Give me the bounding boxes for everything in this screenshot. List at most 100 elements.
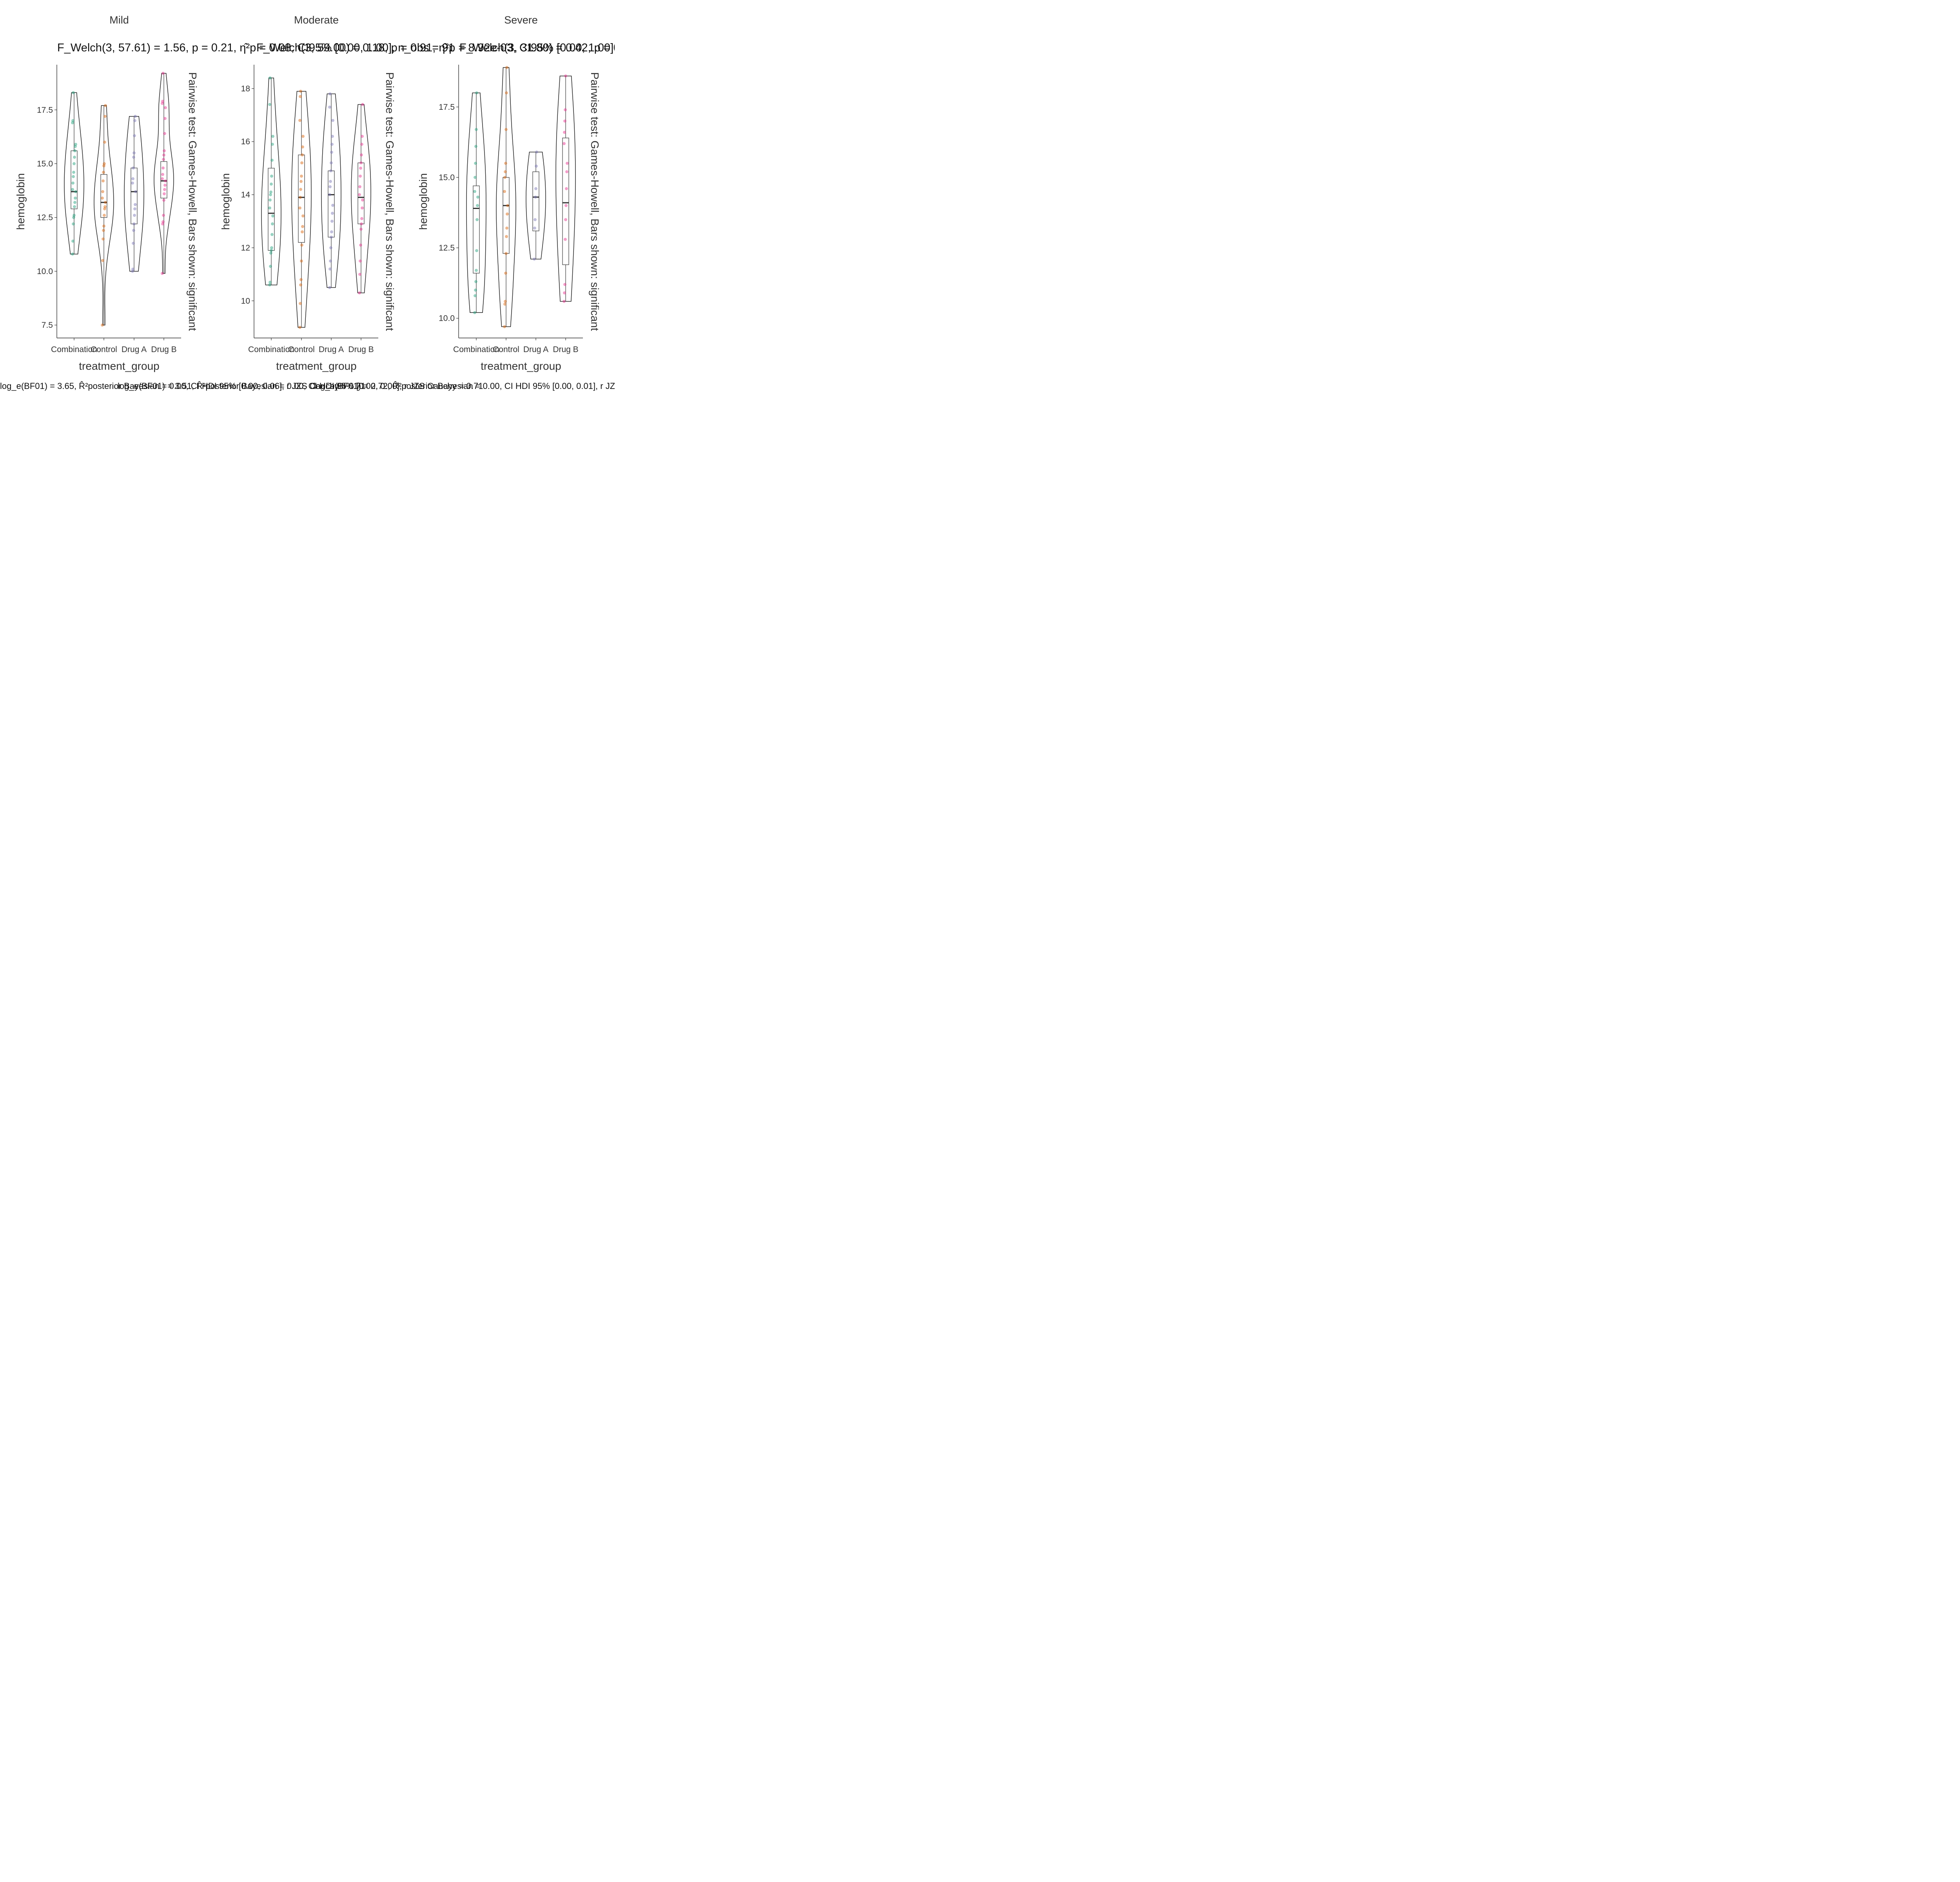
data-point	[328, 267, 332, 271]
y-tick-label: 12.5	[439, 243, 455, 253]
data-point	[473, 311, 476, 314]
data-point	[133, 207, 136, 211]
data-point	[330, 235, 333, 239]
data-point	[330, 161, 333, 165]
data-point	[504, 271, 507, 275]
data-point	[565, 187, 568, 191]
data-point	[271, 134, 274, 138]
data-point	[503, 176, 506, 179]
data-point	[72, 171, 75, 174]
data-point	[102, 171, 105, 174]
data-point	[101, 196, 104, 200]
data-point	[133, 214, 136, 217]
data-point	[134, 114, 137, 118]
data-point	[328, 286, 331, 289]
violin-outline	[496, 67, 516, 327]
data-point	[131, 269, 134, 273]
violin-outline	[555, 75, 576, 302]
box-iqr	[160, 161, 167, 198]
data-point	[474, 294, 477, 298]
data-point	[301, 145, 304, 149]
welch-anova-result: F_Welch(3, 57.61) = 1.56, p = 0.21, η̂²p…	[57, 42, 455, 54]
data-point	[533, 257, 536, 261]
data-point	[360, 222, 363, 225]
data-point	[134, 190, 137, 193]
data-point	[474, 176, 477, 179]
data-point	[563, 131, 566, 134]
box-iqr	[71, 150, 78, 209]
data-point	[474, 288, 477, 292]
data-point	[270, 249, 273, 252]
data-point	[300, 259, 303, 263]
data-point	[270, 246, 273, 249]
x-tick-label: Combination	[453, 345, 499, 354]
data-point	[505, 252, 508, 255]
x-axis-title: treatment_group	[79, 360, 159, 372]
data-point	[102, 164, 105, 167]
violin-group-drug-b	[351, 103, 371, 294]
data-point	[503, 190, 506, 193]
data-point	[74, 196, 77, 200]
data-point	[132, 229, 135, 232]
data-point	[504, 162, 507, 165]
data-point	[104, 104, 107, 107]
data-point	[161, 272, 164, 275]
y-tick-label: 12.5	[37, 213, 53, 222]
data-point	[101, 259, 104, 262]
data-point	[102, 229, 105, 232]
data-point	[268, 103, 271, 106]
data-point	[475, 91, 478, 94]
data-point	[330, 151, 333, 154]
y-tick-label: 10.0	[37, 267, 53, 276]
data-point	[268, 206, 271, 210]
data-point	[133, 134, 136, 138]
data-point	[566, 162, 569, 165]
data-point	[163, 132, 166, 135]
y-axis-title: hemoglobin	[15, 173, 27, 230]
data-point	[505, 66, 508, 69]
box-iqr	[268, 168, 275, 251]
data-point	[269, 193, 272, 196]
violin-outline	[261, 78, 281, 285]
x-tick-label: Combination	[248, 345, 294, 354]
data-point	[299, 95, 302, 98]
axis-lines	[254, 65, 378, 338]
data-point	[563, 300, 566, 303]
data-point	[328, 193, 331, 196]
data-point	[299, 89, 302, 93]
data-point	[162, 166, 165, 170]
y-axis-title: hemoglobin	[220, 173, 232, 230]
data-point	[271, 143, 274, 146]
data-point	[475, 249, 478, 253]
facet-panel-severe: Severe F_Welch(3, 31.80) = 0.42, p = 0.7…	[314, 14, 615, 391]
data-point	[162, 72, 165, 75]
y-tick-label: 17.5	[439, 103, 455, 112]
x-axis-title: treatment_group	[276, 360, 356, 372]
data-point	[503, 302, 506, 306]
violin-group-control	[291, 89, 312, 329]
data-point	[74, 145, 77, 148]
data-point	[73, 205, 76, 209]
data-point	[476, 204, 479, 207]
data-point	[300, 174, 303, 178]
data-point	[71, 188, 74, 191]
x-tick-label: Control	[288, 345, 315, 354]
violin-group-combination	[64, 91, 84, 256]
data-point	[564, 218, 567, 222]
data-point	[361, 198, 364, 202]
data-point	[132, 242, 135, 245]
data-point	[360, 217, 363, 220]
violin-outline	[124, 116, 144, 272]
data-point	[329, 180, 332, 183]
data-point	[564, 74, 567, 78]
data-point	[269, 190, 272, 194]
data-point	[331, 212, 334, 215]
data-point	[359, 227, 363, 231]
box-iqr	[532, 171, 539, 231]
data-point	[474, 145, 477, 148]
data-point	[301, 134, 305, 138]
welch-anova-result: F_Welch(3, 31.80) = 0.42, p = 0.74, η̂²p…	[459, 42, 615, 54]
axis-lines	[56, 65, 181, 338]
data-point	[163, 117, 167, 120]
data-point	[475, 128, 478, 131]
